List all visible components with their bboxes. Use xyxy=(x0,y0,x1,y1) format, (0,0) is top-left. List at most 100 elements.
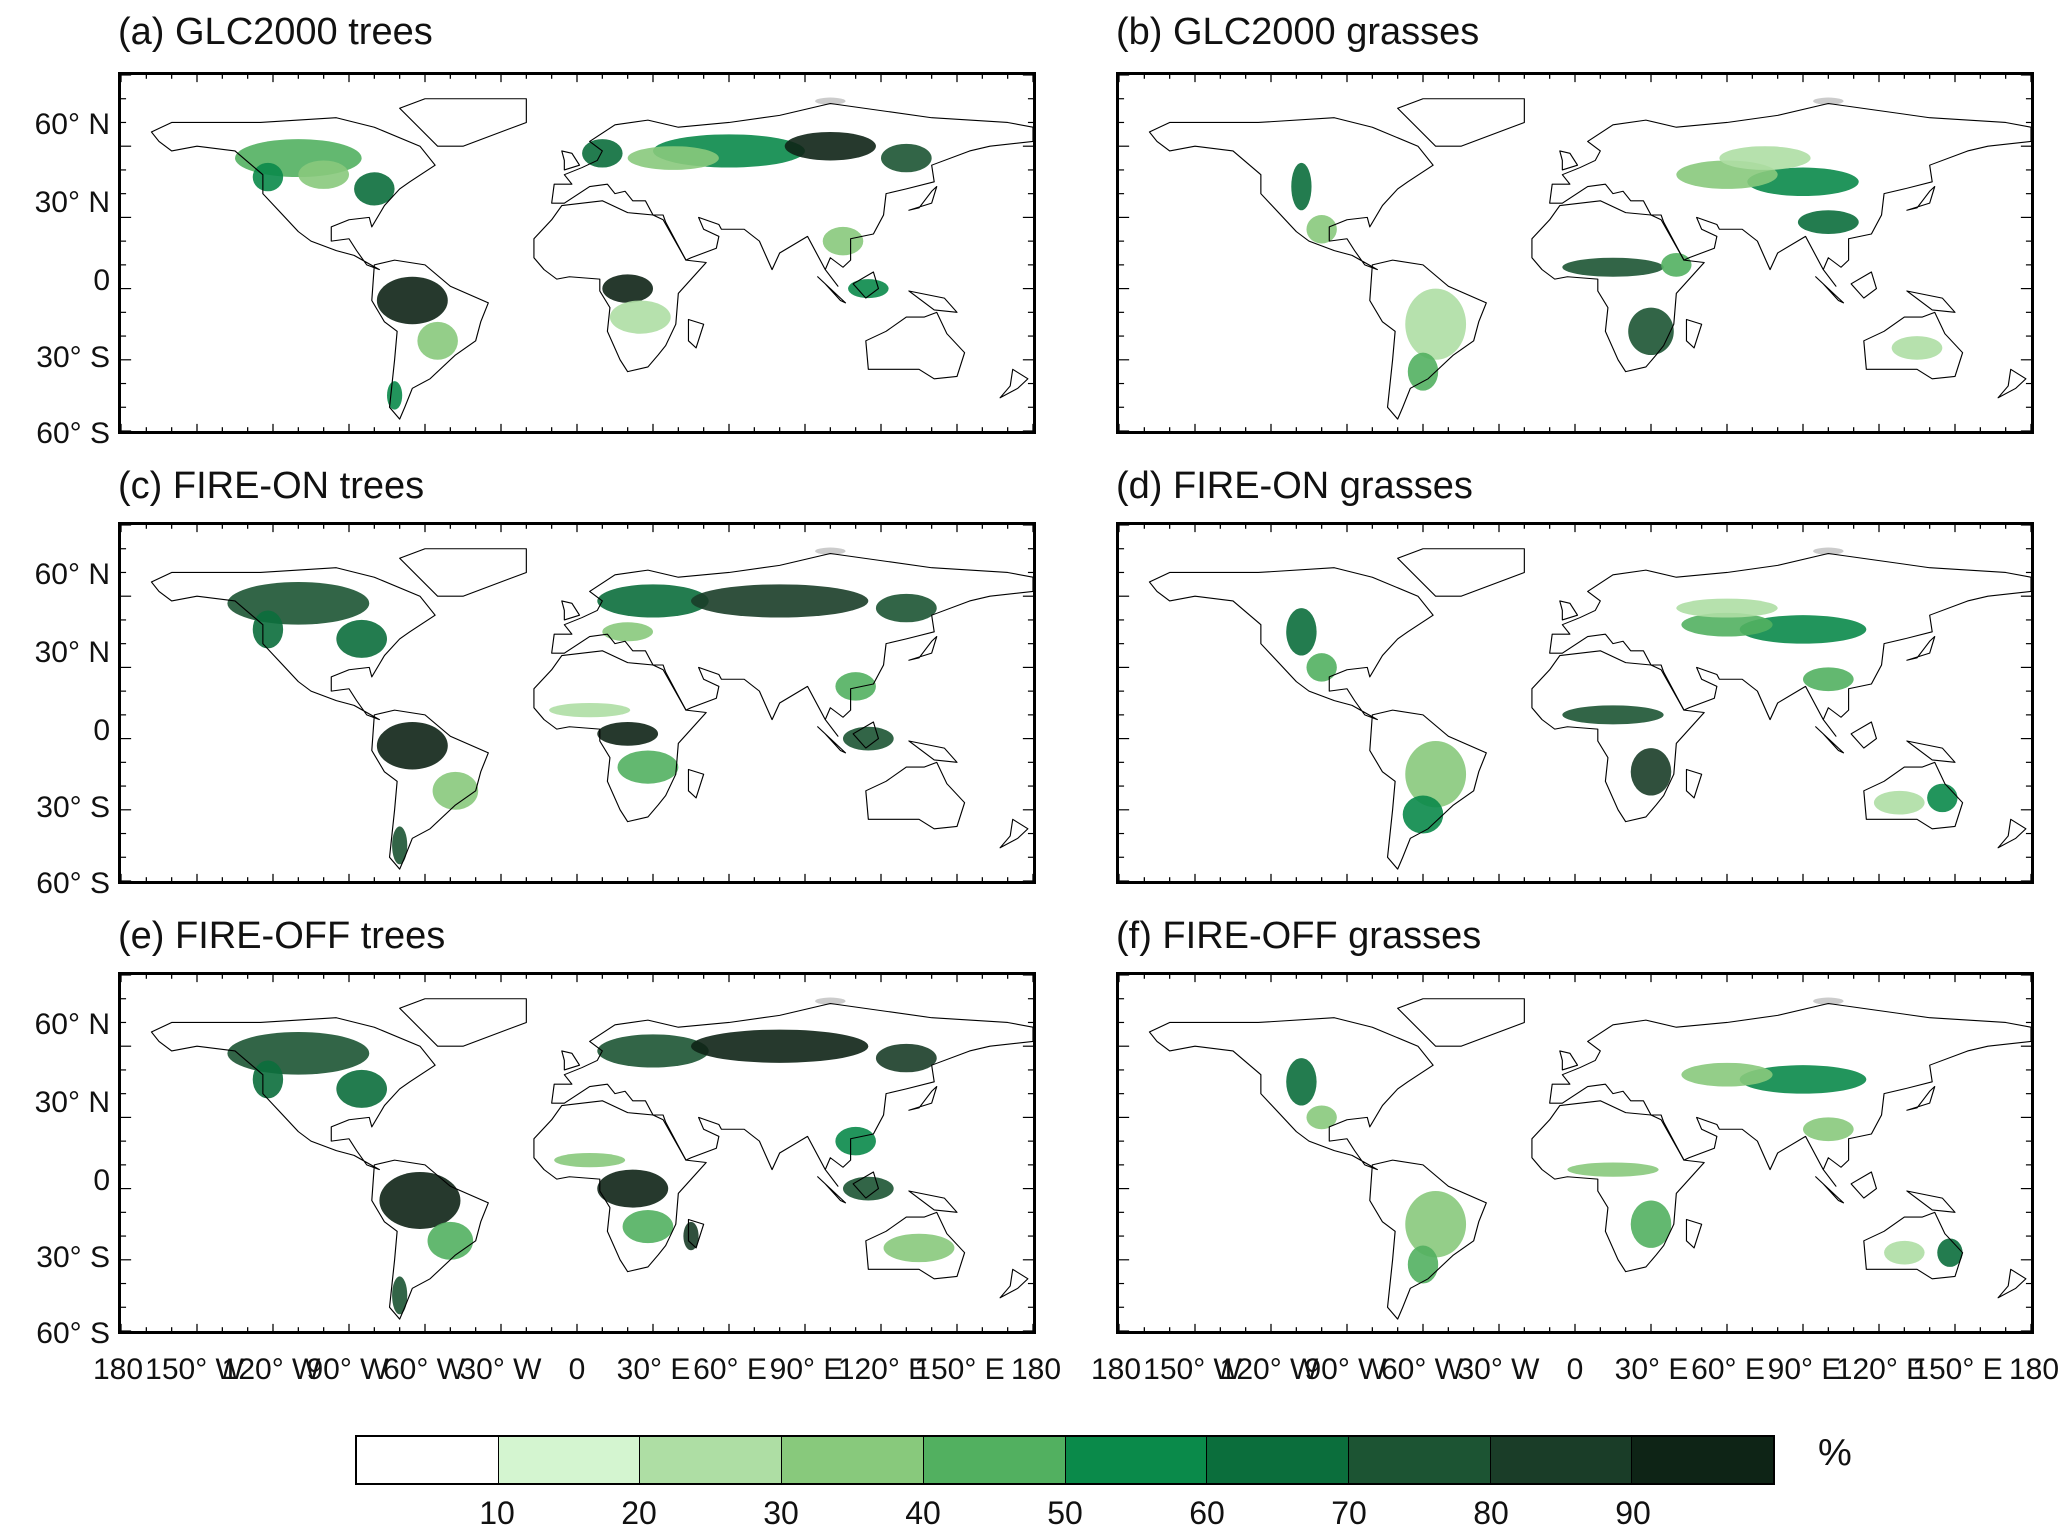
coastline-africa xyxy=(1531,1100,1705,1273)
lon-label-2: 120° W xyxy=(221,1353,321,1386)
lat-label-30s-row3: 30° S xyxy=(36,1241,110,1274)
missing-data-patch xyxy=(815,97,846,105)
colorbar-cell-0 xyxy=(357,1437,499,1483)
coastline-japan xyxy=(1906,186,1936,211)
coastline-australia xyxy=(1863,1211,1964,1280)
lat-label-60n-row1: 60° N xyxy=(34,108,110,141)
vegetation-patch xyxy=(597,721,659,746)
coastline-sumatra xyxy=(1815,276,1845,304)
vegetation-patch xyxy=(392,1276,408,1315)
panel-title-e: (e) FIRE-OFF trees xyxy=(118,915,446,957)
coastline-australia xyxy=(865,311,966,380)
lon-label-4: 60° W xyxy=(1380,1353,1464,1386)
coastline-australia xyxy=(1863,761,1964,830)
lon-label-3: 90° W xyxy=(1304,1353,1387,1386)
coastline-greenland xyxy=(399,98,527,147)
vegetation-fraction-fields xyxy=(235,131,932,410)
coastline-southAmerica xyxy=(1369,709,1487,870)
vegetation-patch xyxy=(843,726,894,751)
coastline-borneo xyxy=(852,721,880,749)
coastline-uk xyxy=(561,1050,581,1071)
coastline-newGuinea xyxy=(1906,290,1956,313)
coastline-madagascar xyxy=(1685,1218,1703,1249)
colorbar-label-80: 80 xyxy=(1473,1495,1509,1531)
vegetation-patch xyxy=(432,771,479,810)
vegetation-patch xyxy=(1306,1105,1337,1130)
vegetation-patch xyxy=(336,619,387,658)
vegetation-patch xyxy=(622,1209,674,1244)
vegetation-patch xyxy=(835,672,876,701)
lon-label-4: 60° W xyxy=(382,1353,466,1386)
coastline-africa xyxy=(1531,650,1705,823)
coastline-madagascar xyxy=(1685,318,1703,349)
colorbar-label-30: 30 xyxy=(763,1495,799,1531)
lon-label-11: 150° E xyxy=(1912,1353,2003,1386)
coastline-southAmerica xyxy=(371,709,489,870)
lon-label-2: 120° W xyxy=(1219,1353,1319,1386)
map-svg-f xyxy=(1119,975,2031,1331)
colorbar-cell-4 xyxy=(923,1437,1066,1483)
vegetation-patch xyxy=(875,1043,937,1073)
coastline-madagascar xyxy=(1685,768,1703,799)
vegetation-fraction-fields xyxy=(1291,146,1943,391)
vegetation-patch xyxy=(609,300,671,334)
vegetation-patch xyxy=(1719,146,1811,170)
coastline-sumatra xyxy=(1815,726,1845,754)
colorbar-cell-1 xyxy=(498,1437,641,1483)
coastline-japan xyxy=(908,636,938,661)
coastline-borneo xyxy=(1850,271,1878,299)
missing-data-patch xyxy=(815,997,846,1005)
lon-label-1: 150° W xyxy=(145,1353,244,1386)
coastline-australia xyxy=(1863,311,1964,380)
vegetation-patch xyxy=(1803,667,1854,692)
colorbar xyxy=(355,1435,1775,1485)
coastline-eurasia xyxy=(551,1002,1033,1187)
lat-label-60s-row2: 60° S xyxy=(36,867,110,900)
coastline-sumatra xyxy=(817,726,847,754)
lon-label-9: 90° E xyxy=(769,1353,844,1386)
lat-label-60s-row3: 60° S xyxy=(36,1317,110,1350)
coastline-newZealand xyxy=(1997,368,2027,399)
vegetation-patch xyxy=(848,279,889,299)
colorbar-cell-2 xyxy=(640,1437,783,1483)
coastline-greenland xyxy=(1397,548,1525,597)
coastline-borneo xyxy=(1850,1171,1878,1199)
colorbar-cell-3 xyxy=(782,1437,924,1483)
vegetation-patch xyxy=(881,143,932,173)
missing-data-patch xyxy=(1813,547,1844,555)
lon-label-8: 60° E xyxy=(1691,1353,1765,1386)
vegetation-patch xyxy=(1306,653,1337,682)
coastline-newGuinea xyxy=(908,740,958,763)
vegetation-patch xyxy=(227,581,370,625)
lat-label-30n-row2: 30° N xyxy=(34,636,110,669)
coastline-greenland xyxy=(399,548,527,597)
lon-label-6: 0 xyxy=(568,1353,586,1386)
colorbar-cell-5 xyxy=(1065,1437,1208,1483)
vegetation-fraction-fields xyxy=(1286,1058,1963,1284)
vegetation-patch xyxy=(843,1176,894,1201)
map-svg-a xyxy=(121,75,1033,431)
coastline-borneo xyxy=(1850,721,1878,749)
vegetation-patch xyxy=(582,139,623,168)
coastline-northAmerica xyxy=(150,117,436,271)
coastline-newGuinea xyxy=(1906,1190,1956,1213)
missing-data-patch xyxy=(815,547,846,555)
lon-label-5: 30° W xyxy=(459,1353,542,1386)
coastline-eurasia xyxy=(1549,1002,2031,1187)
vegetation-patch xyxy=(252,1060,284,1099)
vegetation-patch xyxy=(1405,740,1467,808)
coastline-newZealand xyxy=(1997,1268,2027,1299)
colorbar-label-20: 20 xyxy=(621,1495,657,1531)
coastline-australia xyxy=(865,1211,966,1280)
panel-title-f: (f) FIRE-OFF grasses xyxy=(1116,915,1482,957)
vegetation-patch xyxy=(1291,162,1312,211)
vegetation-fraction-fields xyxy=(227,1029,955,1315)
coastline-newZealand xyxy=(999,368,1029,399)
coastline-uk xyxy=(561,150,581,171)
vegetation-patch xyxy=(883,1233,955,1263)
map-svg-d xyxy=(1119,525,2031,881)
coastline-newZealand xyxy=(999,1268,1029,1299)
vegetation-patch xyxy=(1405,288,1467,360)
panel-title-a: (a) GLC2000 trees xyxy=(118,11,433,53)
coastline-borneo xyxy=(852,271,880,299)
